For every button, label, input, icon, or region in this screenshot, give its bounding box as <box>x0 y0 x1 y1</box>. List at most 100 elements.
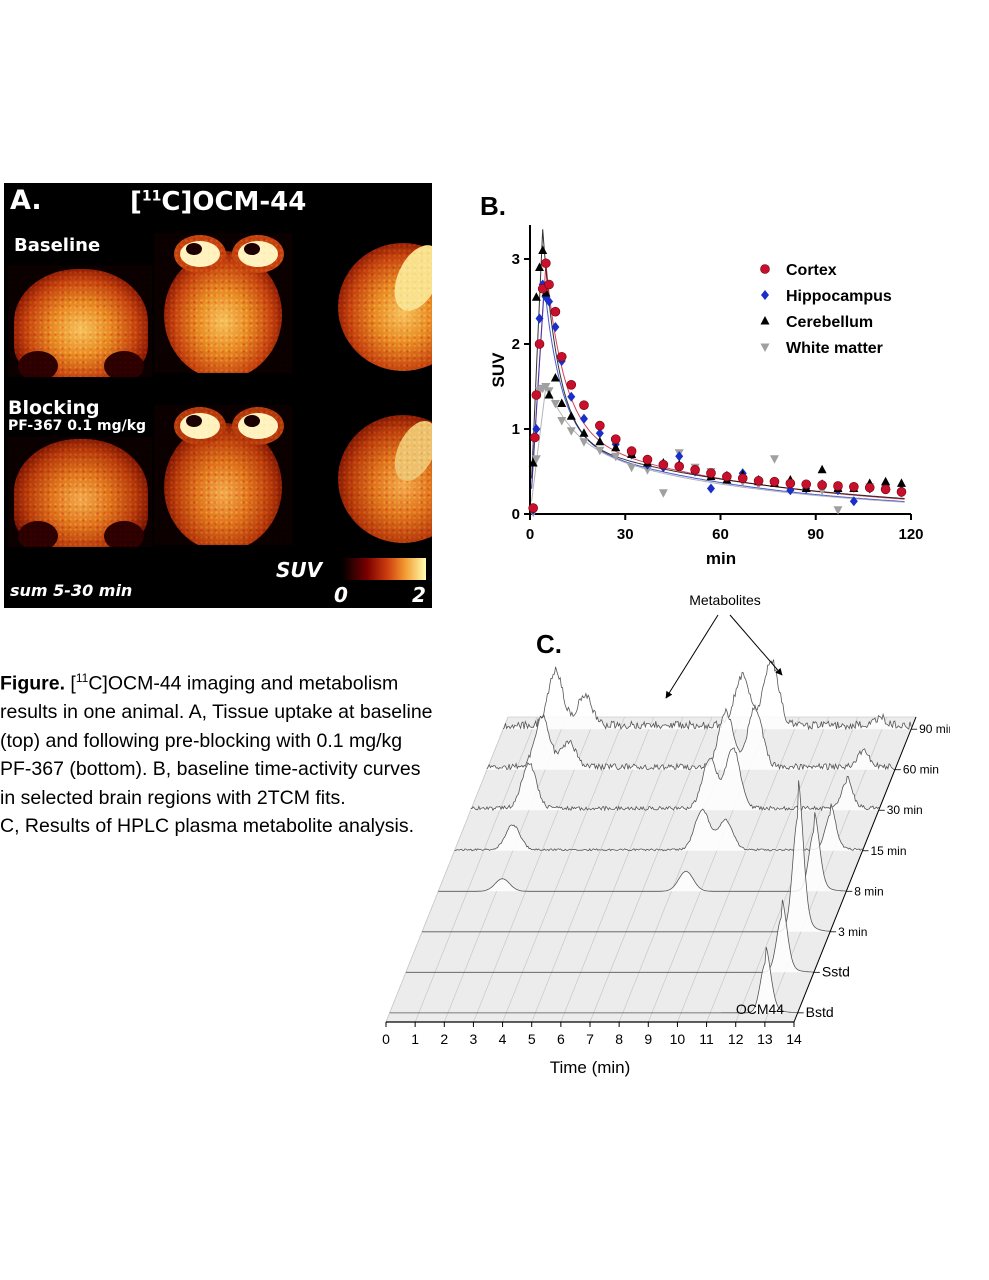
b-xtick-label: 0 <box>526 526 534 543</box>
data-point-cerebellum <box>550 373 560 382</box>
legend-label-hippocampus: Hippocampus <box>786 288 892 305</box>
c-xtick-label: 14 <box>786 1031 802 1047</box>
data-point-cortex <box>896 487 907 497</box>
data-point-cortex <box>849 481 859 492</box>
data-point-cortex <box>528 503 538 513</box>
blocking-dose-label: PF-367 0.1 mg/kg <box>8 418 147 434</box>
blocking-sagittal-image <box>332 405 432 545</box>
colorbar-title: SUV <box>276 558 323 582</box>
data-point-cortex <box>769 476 780 487</box>
panel-a-pet-images: A. [11C]OCM-44 Baseline <box>4 183 432 608</box>
data-point-cortex <box>737 473 748 484</box>
b-xtick-label: 60 <box>712 526 729 543</box>
data-point-cerebellum <box>538 245 548 254</box>
legend-label-cerebellum: Cerebellum <box>786 314 873 331</box>
legend-marker-white-matter <box>760 343 770 352</box>
caption-line-2: results in one animal. A, Tissue uptake … <box>0 701 433 723</box>
trace-sstd <box>405 899 814 973</box>
trace-60-min <box>486 704 895 771</box>
b-xtick-label: 30 <box>617 526 634 543</box>
blocking-label: Blocking <box>8 397 100 419</box>
data-point-hippocampus <box>532 424 541 434</box>
trace-fill-30-min <box>470 748 879 811</box>
data-point-cortex <box>817 480 827 490</box>
trace-label-3-min: 3 min <box>838 925 867 939</box>
data-point-cortex <box>785 478 796 489</box>
data-point-cerebellum <box>595 436 605 446</box>
data-point-cortex <box>880 484 891 495</box>
data-point-cortex <box>550 306 561 317</box>
data-point-cerebellum <box>566 411 576 420</box>
data-point-white-matter <box>627 463 637 473</box>
data-point-cortex <box>579 400 589 410</box>
trace-fill-sstd <box>405 899 814 973</box>
data-point-white-matter <box>557 417 567 426</box>
trace-label-60-min: 60 min <box>903 763 939 777</box>
panel-a-label: A. <box>10 185 42 216</box>
data-point-cerebellum <box>531 292 541 301</box>
c-xtick-label: 4 <box>499 1031 507 1047</box>
panel-c-label: C. <box>536 629 562 659</box>
legend-marker-cortex <box>760 264 770 274</box>
panel-b-time-activity-chart: B. 0 30 60 90 120 0 1 2 3 Cortex Hippocampus Cereb… <box>480 191 924 568</box>
c-xtick-label: 3 <box>470 1031 478 1047</box>
data-point-cerebellum <box>528 458 538 467</box>
baseline-label: Baseline <box>14 235 101 256</box>
data-point-cortex <box>801 479 812 490</box>
c-xtick-label: 8 <box>615 1031 623 1047</box>
c-xtick-label: 5 <box>528 1031 536 1047</box>
blocking-coronal-image <box>8 437 152 547</box>
c-grid-line <box>502 716 625 1023</box>
colorbar-max-label: 2 <box>412 583 426 607</box>
trace-8-min <box>438 812 847 892</box>
data-point-white-matter <box>769 455 779 464</box>
data-point-cortex <box>833 481 843 491</box>
b-ytick-label: 1 <box>512 421 520 438</box>
blocking-axial-image <box>154 405 292 545</box>
data-point-cortex <box>541 258 551 269</box>
trace-label-sstd: Sstd <box>822 963 850 979</box>
data-point-hippocampus <box>849 496 858 507</box>
trace-label-bstd: Bstd <box>806 1004 834 1020</box>
c-depth-axis <box>793 716 917 1023</box>
data-point-cerebellum <box>544 390 554 399</box>
fit-curve-1 <box>531 284 905 503</box>
data-point-cortex <box>658 459 669 470</box>
sum-window-label: sum 5-30 min <box>10 581 133 600</box>
b-ytick-label: 2 <box>512 336 520 353</box>
data-point-cortex <box>642 454 653 465</box>
trace-bstd <box>389 946 798 1014</box>
caption-line-4: PF-367 (bottom). B, baseline time-activi… <box>0 758 421 780</box>
b-xtick-label: 90 <box>807 526 824 543</box>
data-point-white-matter <box>595 446 605 456</box>
data-point-hippocampus <box>545 296 554 307</box>
data-point-cortex <box>864 482 875 493</box>
b-ylabel: SUV <box>489 352 508 388</box>
baseline-axial-image <box>154 233 292 373</box>
fit-curve-3 <box>531 384 905 503</box>
c-xtick-label: 13 <box>757 1031 773 1047</box>
data-point-white-matter <box>642 466 652 475</box>
data-point-cerebellum <box>611 442 621 452</box>
legend-marker-hippocampus <box>761 290 769 300</box>
c-xtick-label: 1 <box>411 1031 419 1047</box>
c-xtick-label: 6 <box>557 1031 565 1047</box>
baseline-coronal-image <box>8 265 152 377</box>
data-point-cortex <box>544 279 554 290</box>
data-point-cerebellum <box>817 464 827 474</box>
trace-fill-3-min <box>422 780 831 932</box>
data-point-cerebellum <box>579 428 589 437</box>
caption-line-5: in selected brain regions with 2TCM fits… <box>0 786 346 809</box>
data-point-white-matter <box>658 489 668 498</box>
c-xtick-label: 7 <box>586 1031 594 1047</box>
data-point-white-matter <box>550 400 560 409</box>
data-point-hippocampus <box>579 413 588 424</box>
data-point-cortex <box>531 390 542 400</box>
fit-curve-2 <box>531 229 905 499</box>
data-point-cortex <box>690 464 700 475</box>
data-point-cortex <box>595 420 605 431</box>
data-point-cortex <box>529 432 540 443</box>
trace-30-min <box>470 747 880 812</box>
c-xtick-label: 9 <box>644 1031 652 1047</box>
data-point-white-matter <box>566 427 576 436</box>
